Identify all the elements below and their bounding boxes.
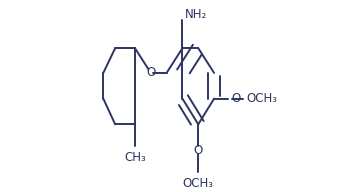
Text: OCH₃: OCH₃ [247,92,278,105]
Text: CH₃: CH₃ [124,151,146,164]
Text: O: O [231,92,240,105]
Text: OCH₃: OCH₃ [183,177,214,190]
Text: NH₂: NH₂ [184,8,207,21]
Text: O: O [146,66,155,79]
Text: O: O [194,144,203,156]
